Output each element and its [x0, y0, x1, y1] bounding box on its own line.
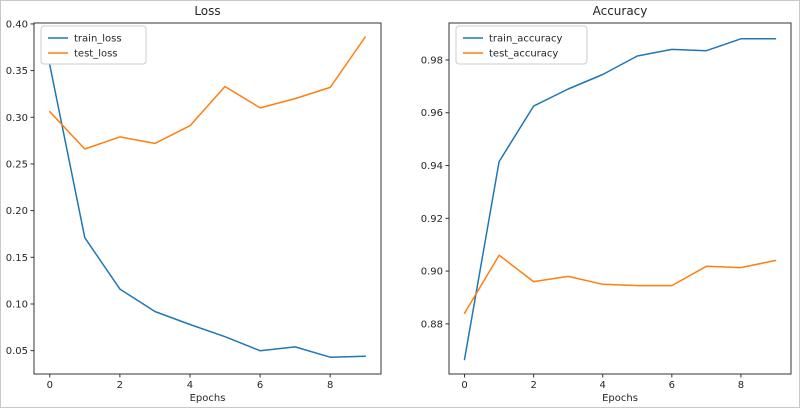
- x-tick-label: 2: [117, 380, 123, 391]
- series-line-test_loss: [49, 36, 366, 150]
- plot-spines: [448, 22, 792, 375]
- y-tick-label: 0.92: [421, 214, 443, 225]
- chart-title: Loss: [194, 4, 220, 18]
- series-line-train_accuracy: [463, 38, 777, 361]
- chart-title: Accuracy: [593, 4, 648, 18]
- y-tick-label: 0.10: [6, 299, 28, 310]
- y-tick-label: 0.88: [421, 319, 443, 330]
- x-tick-label: 8: [738, 380, 744, 391]
- x-axis-label: Epochs: [190, 393, 226, 404]
- x-tick-label: 6: [669, 380, 675, 391]
- y-tick-label: 0.94: [421, 161, 443, 172]
- accuracy-chart-svg: 0 2 4 6 8 0.88 0.90 0.92 0.94 0.96 0.98 Accuracy Epo…: [421, 4, 792, 404]
- x-tick-label: 6: [257, 380, 263, 391]
- plot-spines: [33, 22, 382, 375]
- y-tick-label: 0.15: [6, 253, 28, 264]
- y-tick-label: 0.20: [6, 206, 28, 217]
- x-tick-label: 4: [187, 380, 193, 391]
- x-tick-label: 4: [600, 380, 606, 391]
- y-tick-label: 0.96: [421, 108, 443, 119]
- x-tick-label: 0: [461, 380, 467, 391]
- loss-chart-svg: 0 2 4 6 8 0.05 0.10 0.15 0.20 0.25 0.30 0.35 0.40 Los…: [6, 4, 382, 404]
- y-tick-label: 0.90: [421, 267, 443, 278]
- legend-label-train_accuracy: train_accuracy: [489, 34, 562, 45]
- loss-chart: 0 2 4 6 8 0.05 0.10 0.15 0.20 0.25 0.30 0.35 0.40 Los…: [1, 1, 401, 409]
- y-tick-label: 0.40: [6, 19, 28, 30]
- x-tick-label: 8: [327, 380, 333, 391]
- x-tick-label: 2: [530, 380, 536, 391]
- y-tick-label: 0.30: [6, 113, 28, 124]
- y-tick-label: 0.35: [6, 66, 28, 77]
- series-line-train_loss: [49, 64, 366, 358]
- accuracy-chart: 0 2 4 6 8 0.88 0.90 0.92 0.94 0.96 0.98 Accuracy Epo…: [401, 1, 800, 409]
- series-line-test_accuracy: [463, 254, 777, 315]
- legend-label-test_accuracy: test_accuracy: [489, 49, 558, 60]
- y-tick-label: 0.05: [6, 346, 28, 357]
- y-tick-label: 0.98: [421, 55, 443, 66]
- legend-label-train_loss: train_loss: [74, 34, 122, 45]
- x-tick-label: 0: [47, 380, 53, 391]
- legend-label-test_loss: test_loss: [74, 49, 118, 60]
- legend-box: [455, 25, 588, 65]
- y-tick-label: 0.25: [6, 159, 28, 170]
- legend-box: [40, 25, 147, 65]
- x-axis-label: Epochs: [602, 393, 638, 404]
